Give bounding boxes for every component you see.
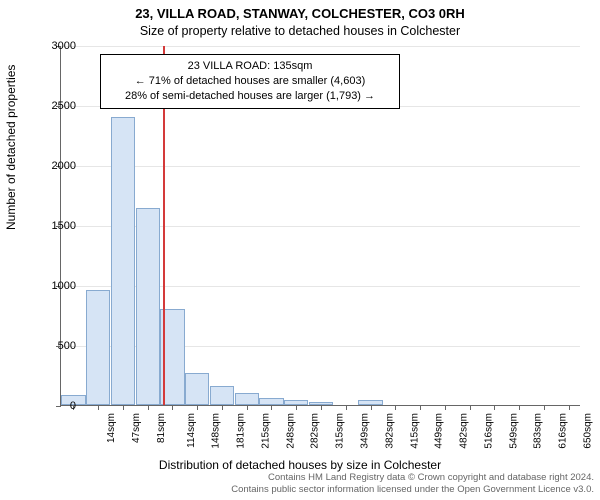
x-tick-label: 81sqm xyxy=(156,413,167,443)
annotation-line-3: 28% of semi-detached houses are larger (… xyxy=(109,89,391,104)
gridline xyxy=(61,166,580,167)
y-tick-label: 1500 xyxy=(42,220,76,232)
y-tick-label: 500 xyxy=(42,340,76,352)
gridline xyxy=(61,46,580,47)
x-tick-mark xyxy=(172,405,173,410)
annotation-line-1: 23 VILLA ROAD: 135sqm xyxy=(109,59,391,74)
x-tick-label: 449sqm xyxy=(434,413,445,449)
y-tick-label: 2500 xyxy=(42,100,76,112)
x-tick-label: 482sqm xyxy=(459,413,470,449)
histogram-bar xyxy=(86,290,110,405)
histogram-bar xyxy=(235,393,259,405)
x-tick-label: 114sqm xyxy=(186,413,197,448)
annotation-line-2: ← 71% of detached houses are smaller (4,… xyxy=(109,74,391,89)
annotation-box: 23 VILLA ROAD: 135sqm ← 71% of detached … xyxy=(100,54,400,109)
x-tick-label: 215sqm xyxy=(261,413,272,449)
histogram-bar xyxy=(185,373,209,405)
x-tick-mark xyxy=(148,405,149,410)
x-axis-label: Distribution of detached houses by size … xyxy=(0,458,600,472)
x-tick-label: 516sqm xyxy=(483,413,494,449)
x-tick-mark xyxy=(569,405,570,410)
histogram-bar xyxy=(259,398,283,405)
x-tick-mark xyxy=(395,405,396,410)
y-tick-label: 2000 xyxy=(42,160,76,172)
x-tick-mark xyxy=(123,405,124,410)
y-tick-label: 1000 xyxy=(42,280,76,292)
y-axis-label: Number of detached properties xyxy=(4,65,18,230)
x-tick-label: 650sqm xyxy=(582,413,593,449)
x-tick-mark xyxy=(247,405,248,410)
x-tick-mark xyxy=(271,405,272,410)
x-tick-label: 14sqm xyxy=(106,413,117,443)
x-tick-label: 549sqm xyxy=(508,413,519,449)
attribution-line-1: Contains HM Land Registry data © Crown c… xyxy=(6,472,594,484)
x-tick-label: 181sqm xyxy=(236,413,247,449)
x-tick-mark xyxy=(296,405,297,410)
x-tick-label: 47sqm xyxy=(131,413,142,443)
x-tick-mark xyxy=(470,405,471,410)
x-tick-mark xyxy=(544,405,545,410)
x-tick-label: 616sqm xyxy=(558,413,569,449)
x-tick-mark xyxy=(371,405,372,410)
attribution: Contains HM Land Registry data © Crown c… xyxy=(6,472,594,496)
x-tick-label: 415sqm xyxy=(409,413,420,449)
x-tick-mark xyxy=(420,405,421,410)
attribution-line-2: Contains public sector information licen… xyxy=(6,484,594,496)
x-tick-mark xyxy=(445,405,446,410)
x-tick-label: 248sqm xyxy=(285,413,296,449)
x-tick-mark xyxy=(346,405,347,410)
x-tick-label: 382sqm xyxy=(384,413,395,449)
x-tick-label: 148sqm xyxy=(211,413,222,449)
histogram-bar xyxy=(111,117,135,405)
y-tick-label: 3000 xyxy=(42,40,76,52)
histogram-bar xyxy=(136,208,160,405)
histogram-bar xyxy=(210,386,234,405)
x-tick-mark xyxy=(494,405,495,410)
x-tick-mark xyxy=(519,405,520,410)
y-tick-label: 0 xyxy=(42,400,76,412)
x-tick-label: 282sqm xyxy=(310,413,321,449)
chart-subtitle: Size of property relative to detached ho… xyxy=(0,24,600,38)
x-tick-label: 349sqm xyxy=(360,413,371,449)
x-tick-mark xyxy=(197,405,198,410)
x-tick-mark xyxy=(98,405,99,410)
x-tick-mark xyxy=(321,405,322,410)
x-tick-label: 315sqm xyxy=(335,413,346,449)
x-tick-mark xyxy=(222,405,223,410)
chart-title: 23, VILLA ROAD, STANWAY, COLCHESTER, CO3… xyxy=(0,6,600,21)
chart-container: 23, VILLA ROAD, STANWAY, COLCHESTER, CO3… xyxy=(0,0,600,500)
x-tick-label: 583sqm xyxy=(533,413,544,449)
